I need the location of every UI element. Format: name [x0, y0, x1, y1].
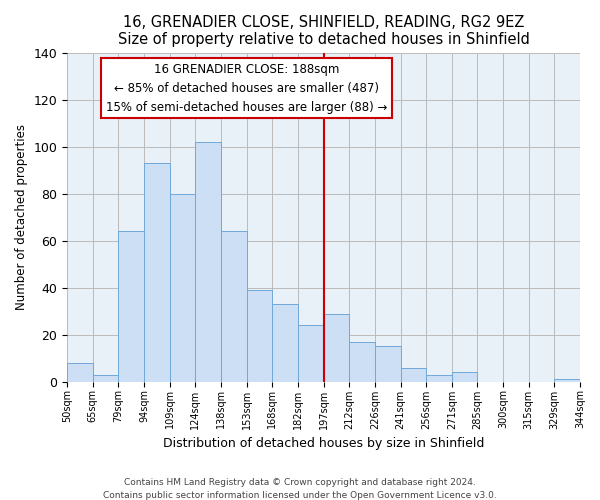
Bar [196, 142, 221, 382]
Bar [426, 374, 452, 382]
Bar [247, 290, 272, 382]
Text: 16 GRENADIER CLOSE: 188sqm
← 85% of detached houses are smaller (487)
15% of sem: 16 GRENADIER CLOSE: 188sqm ← 85% of deta… [106, 62, 388, 114]
Bar [401, 368, 426, 382]
Bar [170, 194, 196, 382]
Bar [118, 232, 144, 382]
Bar [272, 304, 298, 382]
Bar [298, 326, 323, 382]
Bar [221, 232, 247, 382]
Bar [349, 342, 375, 382]
Bar [323, 314, 349, 382]
Title: 16, GRENADIER CLOSE, SHINFIELD, READING, RG2 9EZ
Size of property relative to de: 16, GRENADIER CLOSE, SHINFIELD, READING,… [118, 15, 530, 48]
Bar [375, 346, 401, 382]
Bar [144, 163, 170, 382]
Bar [554, 380, 580, 382]
Y-axis label: Number of detached properties: Number of detached properties [15, 124, 28, 310]
Bar [67, 363, 93, 382]
X-axis label: Distribution of detached houses by size in Shinfield: Distribution of detached houses by size … [163, 437, 484, 450]
Bar [452, 372, 478, 382]
Bar [93, 374, 118, 382]
Text: Contains HM Land Registry data © Crown copyright and database right 2024.
Contai: Contains HM Land Registry data © Crown c… [103, 478, 497, 500]
